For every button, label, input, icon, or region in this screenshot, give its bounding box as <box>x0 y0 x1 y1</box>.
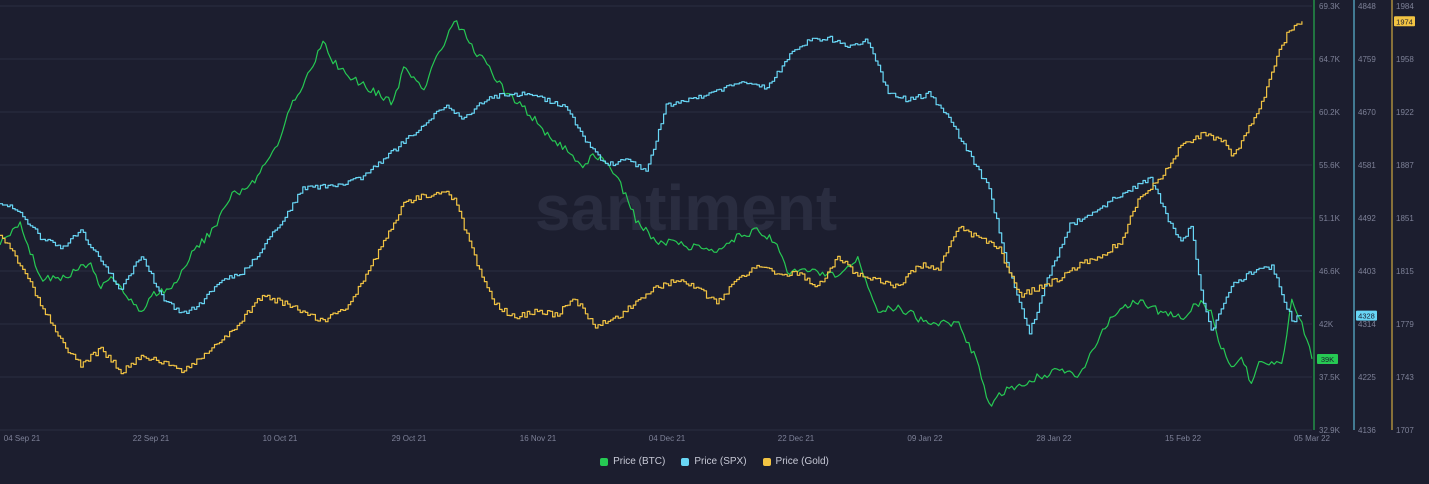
axis-tick-label-btc: 37.5K <box>1319 373 1341 382</box>
axis-tick-label-gold: 1707 <box>1396 426 1414 435</box>
axis-tick-label-spx: 4848 <box>1358 2 1376 11</box>
axis-tick-label-gold: 1815 <box>1396 267 1414 276</box>
axis-tick-label-btc: 32.9K <box>1319 426 1341 435</box>
axis-tick-label-btc: 42K <box>1319 320 1334 329</box>
axis-tick-label-gold: 1851 <box>1396 214 1414 223</box>
x-tick-label: 09 Jan 22 <box>907 434 943 443</box>
legend-item-btc[interactable]: Price (BTC) <box>600 456 665 467</box>
x-tick-label: 28 Jan 22 <box>1036 434 1072 443</box>
current-value-badge-spx <box>1356 310 1377 321</box>
legend-swatch-spx <box>681 457 690 466</box>
axis-tick-label-gold: 1922 <box>1396 108 1414 117</box>
axis-tick-label-spx: 4225 <box>1358 373 1376 382</box>
axis-tick-label-btc: 46.6K <box>1319 267 1341 276</box>
legend-item-spx[interactable]: Price (SPX) <box>681 456 747 467</box>
axis-tick-label-btc: 60.2K <box>1319 108 1341 117</box>
legend-label-btc: Price (BTC) <box>613 456 666 467</box>
axis-tick-label-gold: 1779 <box>1396 320 1414 329</box>
x-tick-label: 22 Dec 21 <box>778 434 815 443</box>
legend-label-gold: Price (Gold) <box>775 456 829 467</box>
axis-tick-label-btc: 51.1K <box>1319 214 1341 223</box>
x-tick-label: 22 Sep 21 <box>133 434 170 443</box>
axis-tick-label-gold: 1887 <box>1396 161 1414 170</box>
axis-tick-label-spx: 4670 <box>1358 108 1376 117</box>
series-line-btc[interactable] <box>0 20 1313 407</box>
x-tick-label: 16 Nov 21 <box>520 434 557 443</box>
x-tick-label: 29 Oct 21 <box>392 434 427 443</box>
axis-tick-label-spx: 4759 <box>1358 55 1376 64</box>
current-value-badge-btc <box>1317 353 1338 364</box>
axis-tick-label-spx: 4136 <box>1358 426 1376 435</box>
legend-swatch-btc <box>600 457 609 466</box>
axis-tick-label-spx: 4403 <box>1358 267 1376 276</box>
price-chart: santiment 69.3K 64.7K 60.2K 55.6K 51.1K 46.6K 4… <box>0 0 1415 443</box>
x-tick-label: 10 Oct 21 <box>263 434 298 443</box>
current-value-badge-gold <box>1394 16 1415 27</box>
axis-tick-label-gold: 1958 <box>1396 55 1414 64</box>
current-value-label-gold: 1974 <box>1396 17 1413 26</box>
axis-tick-label-btc: 69.3K <box>1319 2 1341 11</box>
axis-tick-label-spx: 4314 <box>1358 320 1376 329</box>
axis-tick-label-gold: 1743 <box>1396 373 1414 382</box>
watermark: santiment <box>535 172 837 244</box>
axis-tick-label-spx: 4492 <box>1358 214 1376 223</box>
chart-legend: Price (BTC) Price (SPX) Price (Gold) <box>0 456 1429 467</box>
legend-swatch-gold <box>762 457 771 466</box>
legend-label-spx: Price (SPX) <box>694 456 747 467</box>
axis-tick-label-btc: 55.6K <box>1319 161 1341 170</box>
legend-item-gold[interactable]: Price (Gold) <box>762 456 829 467</box>
x-tick-label: 15 Feb 22 <box>1165 434 1202 443</box>
current-value-label-spx: 4328 <box>1358 312 1375 321</box>
axis-tick-label-spx: 4581 <box>1358 161 1376 170</box>
x-tick-label: 04 Sep 21 <box>4 434 41 443</box>
series-line-gold[interactable] <box>0 21 1303 375</box>
axis-tick-label-btc: 64.7K <box>1319 55 1341 64</box>
current-value-label-btc: 39K <box>1321 355 1334 364</box>
x-tick-label: 05 Mar 22 <box>1294 434 1331 443</box>
x-tick-label: 04 Dec 21 <box>649 434 686 443</box>
axis-tick-label-gold: 1984 <box>1396 2 1414 11</box>
series-line-spx[interactable] <box>0 35 1302 335</box>
